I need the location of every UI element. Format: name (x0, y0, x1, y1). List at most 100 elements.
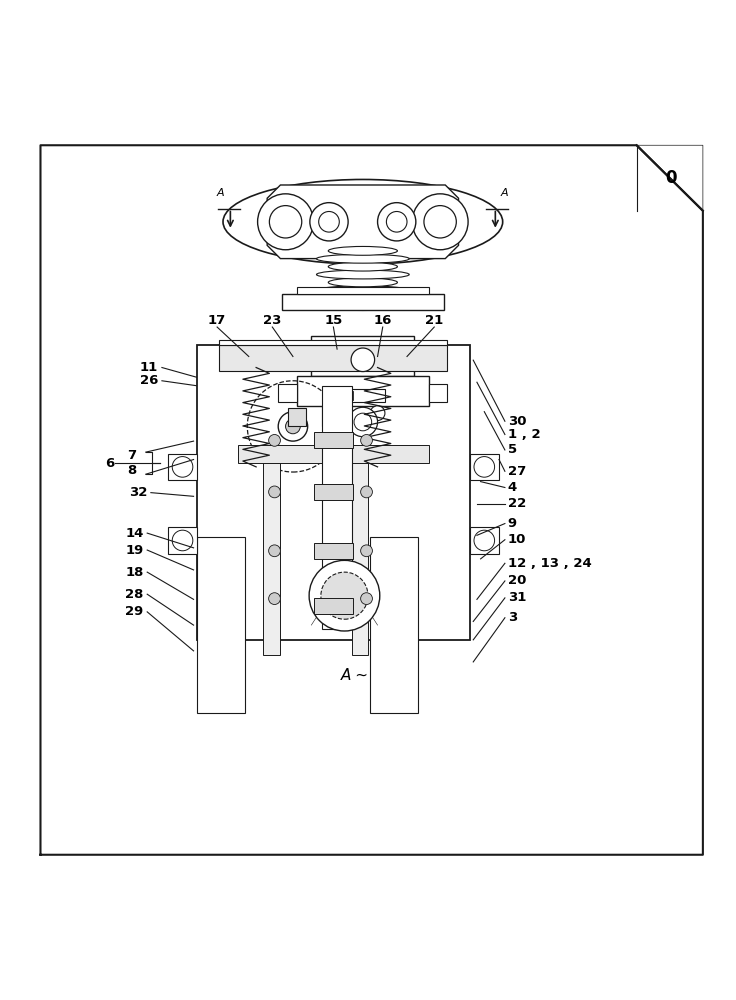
Bar (314, 432, 353, 448)
Bar (197, 345, 470, 640)
Circle shape (354, 413, 372, 431)
Circle shape (378, 203, 416, 241)
Text: 17: 17 (208, 314, 226, 327)
Bar (470, 527, 499, 554)
Text: 22: 22 (508, 497, 526, 510)
Text: 19: 19 (125, 544, 144, 557)
Circle shape (348, 407, 378, 437)
Bar (370, 537, 418, 713)
Bar (322, 386, 352, 629)
Circle shape (361, 593, 372, 605)
Circle shape (172, 457, 193, 477)
Circle shape (474, 457, 495, 477)
Ellipse shape (316, 302, 409, 310)
Text: A: A (217, 188, 224, 198)
Text: 23: 23 (263, 314, 281, 327)
Text: 8: 8 (127, 464, 136, 477)
Bar (314, 484, 353, 500)
Text: 1 , 2: 1 , 2 (508, 428, 540, 441)
Text: 5: 5 (508, 443, 517, 456)
Text: 32: 32 (129, 486, 147, 499)
Ellipse shape (223, 179, 503, 264)
Circle shape (309, 560, 380, 631)
Bar (278, 384, 297, 402)
Bar (429, 384, 447, 402)
Bar (352, 463, 368, 655)
Text: 15: 15 (325, 314, 342, 327)
Text: 31: 31 (508, 591, 526, 604)
Circle shape (424, 206, 456, 238)
Bar (238, 445, 429, 463)
Bar (288, 408, 306, 426)
Text: 10: 10 (508, 533, 526, 546)
Text: 21: 21 (425, 314, 443, 327)
Bar (289, 351, 311, 369)
Bar (197, 537, 245, 713)
Text: 18: 18 (125, 566, 144, 579)
Bar (322, 406, 337, 426)
Circle shape (361, 486, 372, 498)
Circle shape (351, 348, 375, 372)
Text: 11: 11 (140, 361, 158, 374)
Ellipse shape (316, 270, 409, 279)
Circle shape (269, 593, 280, 605)
Text: 6: 6 (105, 457, 114, 470)
Text: A ~ A: A ~ A (342, 668, 384, 683)
Bar (263, 463, 280, 655)
Bar (414, 351, 436, 369)
Bar (168, 527, 197, 554)
Polygon shape (267, 185, 459, 259)
Ellipse shape (316, 254, 409, 263)
Circle shape (286, 419, 300, 434)
Bar (168, 454, 197, 480)
Bar (297, 376, 429, 406)
Circle shape (269, 434, 280, 446)
Circle shape (386, 211, 407, 232)
Ellipse shape (328, 246, 397, 255)
Circle shape (319, 211, 339, 232)
Text: 12 , 13 , 24: 12 , 13 , 24 (508, 557, 592, 570)
Text: 9: 9 (508, 517, 517, 530)
Text: 3: 3 (508, 611, 517, 624)
Circle shape (321, 572, 368, 619)
Text: 28: 28 (125, 588, 144, 601)
Text: 16: 16 (374, 314, 392, 327)
Circle shape (370, 406, 385, 421)
Ellipse shape (328, 294, 397, 303)
Bar (341, 389, 385, 402)
Bar (297, 287, 429, 294)
Bar (470, 454, 499, 480)
Circle shape (412, 194, 468, 250)
Ellipse shape (328, 278, 397, 287)
Text: 4: 4 (508, 481, 517, 494)
Text: 14: 14 (125, 527, 144, 540)
Bar (344, 391, 353, 400)
Text: 26: 26 (140, 374, 158, 387)
Text: 0: 0 (665, 169, 677, 187)
Circle shape (361, 545, 372, 557)
Bar (219, 345, 447, 371)
Circle shape (361, 434, 372, 446)
Ellipse shape (328, 262, 397, 271)
Polygon shape (637, 145, 703, 211)
Text: 27: 27 (508, 465, 526, 478)
Bar (314, 598, 353, 614)
Circle shape (278, 412, 308, 441)
Circle shape (172, 530, 193, 551)
Text: A: A (501, 188, 509, 198)
Circle shape (310, 203, 348, 241)
Bar (282, 294, 444, 310)
Text: 7: 7 (127, 449, 136, 462)
Circle shape (474, 530, 495, 551)
Text: 30: 30 (508, 415, 526, 428)
Bar (314, 543, 353, 559)
Ellipse shape (316, 286, 409, 295)
Text: 29: 29 (125, 605, 144, 618)
Text: 20: 20 (508, 574, 526, 587)
Circle shape (269, 206, 302, 238)
Circle shape (269, 486, 280, 498)
Bar (219, 340, 447, 345)
Circle shape (258, 194, 314, 250)
Bar (311, 336, 414, 376)
Circle shape (269, 545, 280, 557)
